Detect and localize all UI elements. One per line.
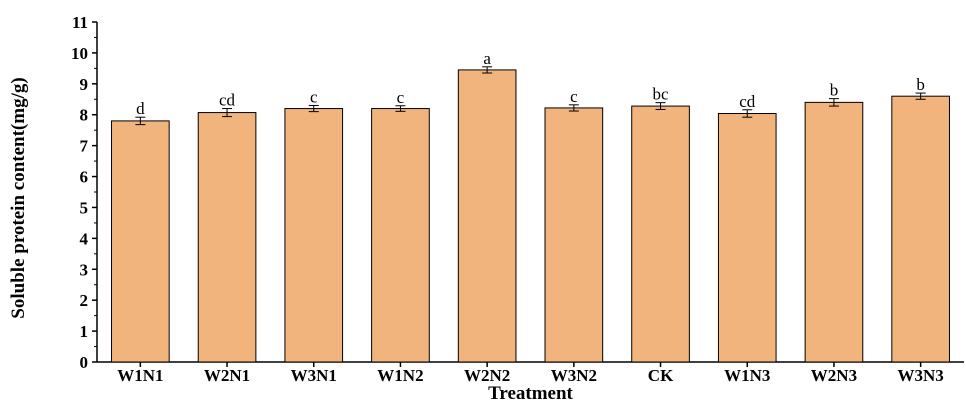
significance-labels-group: d cd c c a c bc cd b b xyxy=(136,49,925,118)
x-tick-label-w2n1: W2N1 xyxy=(204,366,250,385)
error-bar-w3n3 xyxy=(915,92,926,100)
error-bar-w1n1 xyxy=(135,116,146,126)
x-tick-label-w3n3: W3N3 xyxy=(898,366,944,385)
error-bar-w2n1 xyxy=(222,108,233,118)
bar-w1n1 xyxy=(111,120,170,363)
significance-label-w1n2: c xyxy=(397,88,405,107)
bar-w1n2 xyxy=(371,108,430,363)
y-tick-label-7: 7 xyxy=(80,137,89,156)
y-axis: 0 1 2 3 4 5 6 7 8 9 10 11 xyxy=(71,13,97,372)
error-bars-group xyxy=(135,66,926,126)
significance-label-ck: bc xyxy=(653,85,670,104)
x-tick-label-w1n1: W1N1 xyxy=(117,366,163,385)
x-tick-label-w3n1: W3N1 xyxy=(291,366,337,385)
x-axis: W1N1 W2N1 W3N1 W1N2 W2N2 W3N2 CK W1N3 W2N3 W3N3 xyxy=(117,362,944,385)
significance-label-w2n2: a xyxy=(483,49,491,68)
x-axis-title: Treatment xyxy=(488,383,573,403)
bar-w1n3 xyxy=(717,112,777,363)
bar-w2n2 xyxy=(457,69,517,363)
significance-label-w1n3: cd xyxy=(739,92,756,111)
x-tick-label-w2n3: W2N3 xyxy=(811,366,857,385)
significance-label-w3n3: b xyxy=(916,75,925,94)
y-tick-label-2: 2 xyxy=(80,291,89,310)
error-bar-w1n3 xyxy=(742,109,753,118)
x-tick-label-w1n2: W1N2 xyxy=(377,366,423,385)
y-tick-label-9: 9 xyxy=(80,75,89,94)
y-tick-label-1: 1 xyxy=(80,322,89,341)
y-tick-label-0: 0 xyxy=(80,353,89,372)
error-bar-ck xyxy=(655,102,666,110)
y-tick-label-10: 10 xyxy=(71,44,88,63)
error-bar-w3n1 xyxy=(308,104,319,113)
bar-w3n3 xyxy=(891,95,950,363)
bar-w3n1 xyxy=(284,108,344,363)
x-tick-label-ck: CK xyxy=(648,366,674,385)
y-tick-label-11: 11 xyxy=(72,13,88,32)
error-bar-w1n2 xyxy=(395,105,406,112)
y-axis-title: Soluble protein content(mg/g) xyxy=(8,77,29,318)
y-tick-label-6: 6 xyxy=(80,168,89,187)
significance-label-w3n2: c xyxy=(570,87,578,106)
x-tick-label-w3n2: W3N2 xyxy=(551,366,597,385)
significance-label-w2n1: cd xyxy=(219,91,236,110)
y-tick-label-8: 8 xyxy=(80,106,89,125)
x-tick-label-w1n3: W1N3 xyxy=(724,366,770,385)
x-tick-label-w2n2: W2N2 xyxy=(464,366,510,385)
error-bar-w2n2 xyxy=(482,66,493,74)
error-bar-w2n3 xyxy=(828,98,839,107)
bar-ck xyxy=(631,105,690,363)
y-tick-label-5: 5 xyxy=(80,198,89,217)
y-tick-label-3: 3 xyxy=(80,260,89,279)
y-tick-label-4: 4 xyxy=(80,229,89,248)
bar-w2n1 xyxy=(197,112,257,363)
bar-w3n2 xyxy=(544,107,604,363)
significance-label-w1n1: d xyxy=(136,99,145,118)
significance-label-w2n3: b xyxy=(830,81,839,100)
bar-w2n3 xyxy=(804,101,864,363)
bars-group xyxy=(111,69,950,363)
error-bar-w3n2 xyxy=(568,104,579,112)
significance-label-w3n1: c xyxy=(310,87,318,106)
